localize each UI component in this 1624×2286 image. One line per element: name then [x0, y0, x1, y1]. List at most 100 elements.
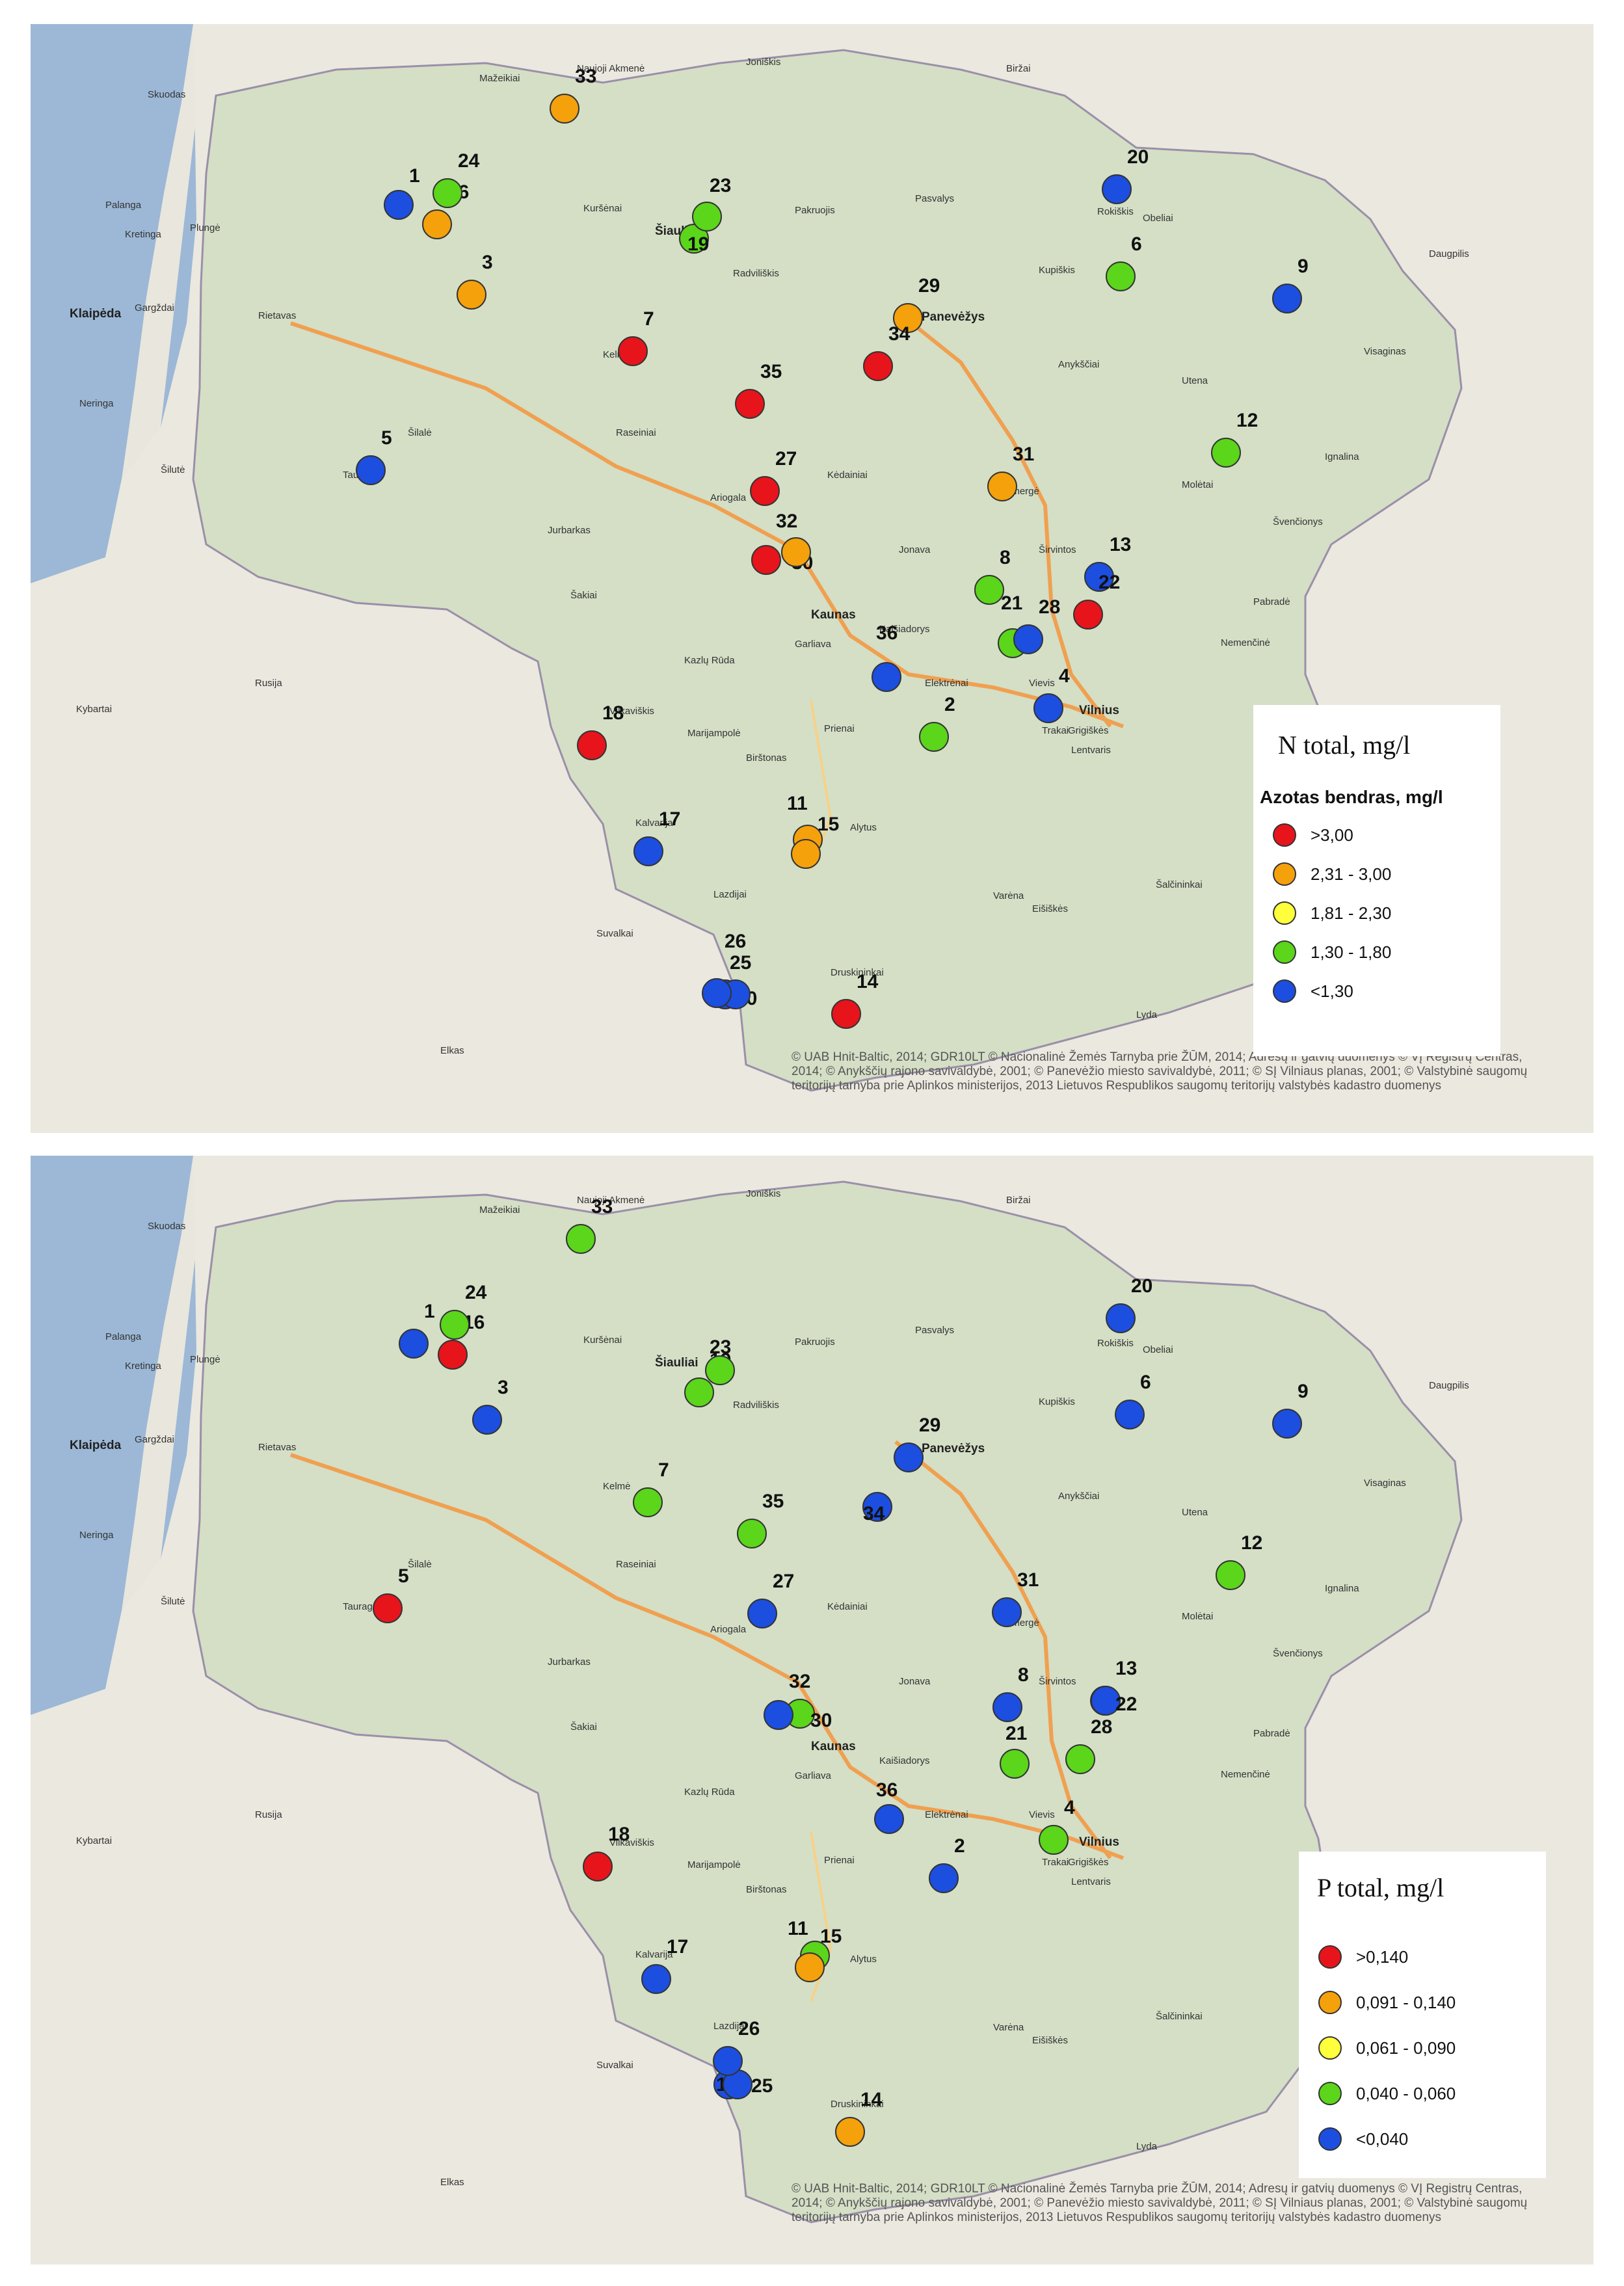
sampling-site-marker[interactable]: [438, 1340, 468, 1370]
place-label: Pabradė: [1253, 596, 1290, 607]
sampling-site-marker[interactable]: [356, 455, 386, 485]
sampling-site-marker[interactable]: [1073, 600, 1103, 630]
place-label: Nemenčinė: [1221, 637, 1270, 648]
sampling-site-marker[interactable]: [618, 336, 648, 366]
sampling-site-marker[interactable]: [1065, 1744, 1095, 1774]
sampling-site-marker[interactable]: [1106, 261, 1136, 291]
sampling-site-label: 27: [773, 1571, 795, 1592]
sampling-site-label: 23: [710, 175, 732, 196]
sampling-site-marker[interactable]: [874, 1804, 904, 1834]
sampling-site-marker[interactable]: [735, 389, 765, 419]
legend-title: N total, mg/l: [1278, 730, 1411, 760]
sampling-site-marker[interactable]: [1091, 1686, 1121, 1716]
legend-swatch: [1273, 901, 1296, 925]
sampling-site-marker[interactable]: [929, 1863, 959, 1893]
sampling-site-label: 13: [1115, 1658, 1138, 1679]
sampling-site-marker[interactable]: [422, 209, 452, 239]
legend-label: 0,091 - 0,140: [1356, 1992, 1456, 2012]
sampling-site-marker[interactable]: [457, 280, 486, 310]
sampling-site-marker[interactable]: [919, 722, 949, 752]
sampling-site-marker[interactable]: [751, 545, 781, 575]
place-label: Kupiškis: [1039, 265, 1075, 276]
sampling-site-marker[interactable]: [1272, 1409, 1302, 1439]
sampling-site-label: 27: [775, 448, 797, 470]
legend-item: 0,040 - 0,060: [1318, 2080, 1456, 2107]
sampling-site-label: 20: [1127, 146, 1149, 168]
sampling-site-marker[interactable]: [1272, 284, 1302, 313]
sampling-site-marker[interactable]: [747, 1599, 777, 1628]
sampling-site-label: 35: [760, 361, 782, 382]
sampling-site-marker[interactable]: [750, 476, 780, 506]
sampling-site-marker[interactable]: [1039, 1825, 1069, 1855]
place-label: Šilutė: [161, 1596, 185, 1607]
sampling-site-marker[interactable]: [1102, 174, 1132, 204]
sampling-site-label: 21: [1001, 592, 1023, 614]
sampling-site-marker[interactable]: [633, 1487, 663, 1517]
place-label: Raseiniai: [616, 427, 656, 438]
sampling-site-marker[interactable]: [862, 1492, 892, 1522]
sampling-site-marker[interactable]: [992, 1597, 1022, 1627]
sampling-site-marker[interactable]: [577, 730, 607, 760]
sampling-site-marker[interactable]: [795, 1952, 825, 1982]
place-label: Rusija: [255, 1809, 282, 1820]
sampling-site-marker[interactable]: [384, 190, 414, 220]
sampling-site-label: 35: [762, 1491, 784, 1512]
sampling-site-label: 11: [788, 1918, 808, 1939]
map-credits: © UAB Hnit-Baltic, 2014; GDR10LT © Nacio…: [792, 2182, 1528, 2224]
sampling-site-label: 23: [710, 1336, 732, 1358]
sampling-site-marker[interactable]: [433, 178, 462, 208]
sampling-site-marker[interactable]: [893, 303, 923, 333]
place-label: Biržai: [1006, 1195, 1031, 1206]
place-label: Kuršėnai: [583, 203, 622, 214]
sampling-site-marker[interactable]: [992, 1692, 1022, 1722]
sampling-site-marker[interactable]: [831, 999, 861, 1029]
place-label: Radviliškis: [733, 268, 779, 279]
legend-item: >3,00: [1273, 822, 1353, 848]
sampling-site-marker[interactable]: [399, 1329, 429, 1359]
place-label: Šalčininkai: [1156, 879, 1203, 890]
sampling-site-marker[interactable]: [684, 1377, 714, 1407]
sampling-site-marker[interactable]: [791, 839, 821, 869]
place-label: Vilnius: [1079, 1835, 1119, 1849]
sampling-site-marker[interactable]: [974, 575, 1004, 605]
sampling-site-marker[interactable]: [1106, 1303, 1136, 1333]
sampling-site-marker[interactable]: [472, 1405, 502, 1435]
legend-swatch: [1318, 2127, 1342, 2151]
sampling-site-marker[interactable]: [440, 1310, 470, 1340]
sampling-site-marker[interactable]: [633, 836, 663, 866]
place-label: Raseiniai: [616, 1559, 656, 1570]
sampling-site-marker[interactable]: [1033, 693, 1063, 723]
sampling-site-marker[interactable]: [1115, 1400, 1145, 1429]
sampling-site-marker[interactable]: [705, 1355, 735, 1385]
sampling-site-label: 22: [1115, 1694, 1138, 1715]
sampling-site-marker[interactable]: [692, 202, 722, 232]
sampling-site-marker[interactable]: [781, 537, 811, 567]
sampling-site-marker[interactable]: [737, 1519, 767, 1548]
sampling-site-marker[interactable]: [835, 2117, 865, 2147]
sampling-site-marker[interactable]: [1084, 562, 1114, 592]
place-label: Vievis: [1029, 678, 1055, 689]
sampling-site-marker[interactable]: [1211, 438, 1241, 468]
sampling-site-marker[interactable]: [872, 662, 901, 692]
sampling-site-marker[interactable]: [1000, 1749, 1030, 1779]
sampling-site-label: 24: [465, 1282, 487, 1303]
sampling-site-marker[interactable]: [894, 1442, 924, 1472]
sampling-site-marker[interactable]: [583, 1852, 613, 1881]
sampling-site-marker[interactable]: [863, 351, 893, 381]
sampling-site-marker[interactable]: [641, 1964, 671, 1994]
sampling-site-marker[interactable]: [566, 1224, 596, 1254]
place-label: Varėna: [993, 2022, 1024, 2033]
sampling-site-label: 36: [876, 622, 898, 644]
sampling-site-marker[interactable]: [713, 2046, 743, 2076]
sampling-site-marker[interactable]: [702, 978, 732, 1008]
sampling-site-marker[interactable]: [550, 94, 579, 124]
sampling-site-marker[interactable]: [1216, 1560, 1245, 1590]
place-label: Skuodas: [148, 1221, 186, 1232]
sampling-site-marker[interactable]: [987, 472, 1017, 501]
sampling-site-marker[interactable]: [373, 1593, 403, 1623]
place-label: Pasvalys: [915, 1325, 955, 1336]
sampling-site-marker[interactable]: [764, 1700, 793, 1730]
sampling-site-marker[interactable]: [1013, 624, 1043, 654]
sampling-site-label: 7: [643, 308, 654, 330]
sampling-site-label: 34: [888, 323, 911, 345]
